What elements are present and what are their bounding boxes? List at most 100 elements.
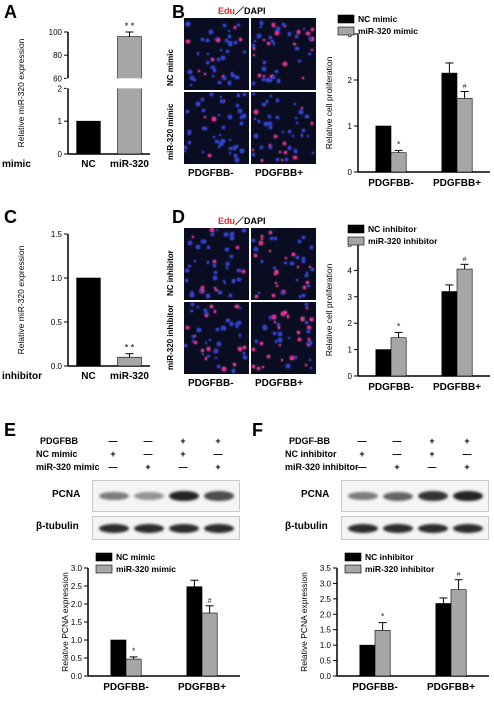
dapi-nucleus — [242, 228, 246, 233]
minus-mark: — — [143, 436, 153, 446]
dapi-nucleus — [219, 142, 223, 146]
micrograph-image — [251, 228, 316, 300]
dapi-nucleus — [191, 335, 194, 338]
dapi-nucleus — [221, 56, 225, 61]
y-tick-label: 3.0 — [320, 579, 332, 588]
dapi-nucleus — [251, 81, 256, 86]
edu-positive-nucleus — [283, 142, 286, 145]
panel-letter-a: A — [4, 2, 17, 22]
edu-positive-nucleus — [213, 287, 216, 290]
dapi-nucleus — [286, 363, 290, 368]
dapi-nucleus — [199, 290, 203, 293]
dapi-nucleus — [212, 68, 217, 72]
edu-positive-nucleus — [269, 144, 272, 147]
dapi-nucleus — [201, 37, 205, 41]
condition-label: PDGFBB — [40, 436, 78, 446]
edu-positive-nucleus — [204, 72, 207, 75]
dapi-nucleus — [277, 323, 281, 327]
legend-label: miR-320 mimic — [358, 26, 418, 36]
dapi-nucleus — [302, 235, 306, 240]
dapi-nucleus — [275, 157, 279, 161]
protein-band — [348, 523, 378, 533]
dapi-nucleus — [228, 43, 233, 47]
bar — [374, 630, 391, 677]
dapi-nucleus — [211, 66, 215, 70]
edu-positive-nucleus — [209, 228, 214, 232]
edu-positive-nucleus — [275, 31, 279, 35]
dapi-nucleus — [269, 236, 274, 240]
dapi-nucleus — [219, 134, 222, 137]
row-label-2: miR-320 mimic — [166, 103, 175, 160]
dapi-nucleus — [300, 134, 304, 137]
edu-positive-nucleus — [279, 343, 282, 347]
panel-letter-c: C — [4, 207, 17, 227]
y-tick-label: 2 — [58, 84, 63, 93]
dapi-nucleus — [184, 344, 188, 347]
dapi-nucleus — [187, 130, 191, 134]
dapi-nucleus — [305, 303, 309, 307]
x-tick-label: miR-320 — [110, 371, 149, 382]
protein-band — [204, 491, 234, 501]
row-label-1: NC mimic — [166, 49, 175, 86]
edu-positive-nucleus — [273, 271, 277, 276]
dapi-nucleus — [231, 368, 236, 373]
y-tick-label: 1.0 — [320, 641, 332, 650]
dapi-nucleus — [295, 121, 298, 125]
dapi-nucleus — [274, 70, 278, 73]
dapi-nucleus — [230, 255, 233, 259]
y-tick-label: 3.5 — [320, 564, 332, 573]
dapi-nucleus — [282, 23, 286, 27]
edu-positive-nucleus — [210, 305, 213, 308]
protein-band — [453, 490, 483, 502]
edu-positive-nucleus — [213, 310, 217, 313]
dapi-nucleus — [234, 154, 237, 157]
dapi-nucleus — [201, 126, 205, 130]
edu-positive-nucleus — [215, 288, 218, 292]
legend-swatch — [347, 224, 365, 234]
edu-positive-nucleus — [252, 348, 256, 352]
dapi-nucleus — [236, 23, 240, 27]
plus-mark: + — [429, 436, 435, 446]
dapi-nucleus — [221, 125, 225, 129]
dapi-nucleus — [268, 125, 272, 129]
dapi-nucleus — [268, 121, 272, 125]
dapi-nucleus — [271, 40, 275, 44]
dapi-nucleus — [205, 293, 210, 298]
dapi-nucleus — [188, 140, 192, 145]
dapi-nucleus — [223, 281, 227, 284]
dapi-nucleus — [206, 62, 209, 65]
axis-break-gap — [116, 78, 143, 89]
micrograph-image — [184, 18, 249, 90]
blot-label: β-tubulin — [36, 521, 79, 532]
edu-positive-nucleus — [281, 311, 286, 316]
dapi-nucleus — [227, 81, 232, 85]
dapi-nucleus — [263, 122, 268, 127]
dapi-nucleus — [228, 40, 233, 45]
edu-positive-nucleus — [212, 117, 216, 121]
dapi-nucleus — [235, 145, 239, 148]
x-tick-label: PDGFBB- — [368, 178, 414, 189]
protein-band — [134, 492, 164, 500]
dapi-nucleus — [241, 114, 246, 119]
dapi-nucleus — [188, 240, 192, 245]
dapi-nucleus — [276, 79, 281, 83]
column-label: PDGFBB- — [188, 378, 234, 389]
dapi-label: ／DAPI — [235, 216, 266, 226]
protein-band — [169, 490, 199, 502]
chart-f: Relative PCNA expression 0.0 0.5 1.0 1.5 2.0 2… — [299, 552, 489, 693]
dapi-nucleus — [268, 35, 273, 40]
blot-label: PCNA — [52, 489, 81, 500]
dapi-nucleus — [215, 328, 219, 331]
dapi-nucleus — [205, 38, 209, 42]
edu-positive-nucleus — [298, 338, 301, 341]
dapi-nucleus — [185, 109, 190, 114]
dapi-nucleus — [311, 152, 314, 155]
edu-positive-nucleus — [213, 259, 216, 263]
panel-letter-d: D — [172, 207, 185, 227]
dapi-nucleus — [212, 74, 215, 77]
dapi-nucleus — [226, 318, 230, 323]
x-tick-label: PDGFBB- — [352, 682, 398, 693]
dapi-nucleus — [217, 342, 221, 346]
dapi-nucleus — [207, 354, 210, 357]
dapi-nucleus — [204, 342, 207, 345]
